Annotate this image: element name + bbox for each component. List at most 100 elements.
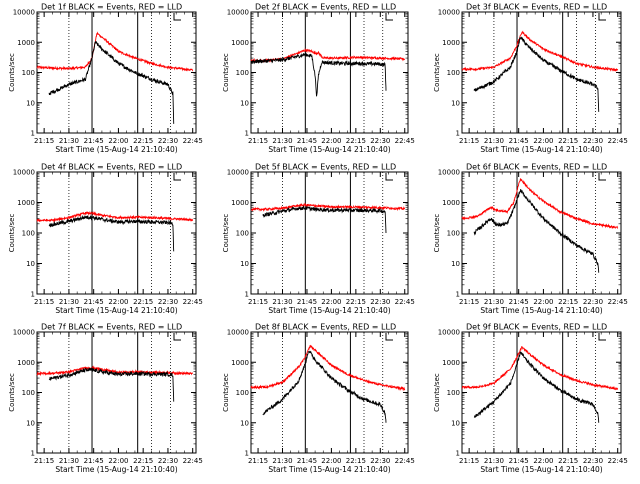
y-tick-label: 1	[31, 130, 35, 138]
x-tick-label: 21:45	[297, 298, 317, 306]
y-axis-label: Counts/sec	[222, 53, 230, 92]
x-axis-label: Start Time (15-Aug-14 21:10:40)	[480, 306, 602, 315]
x-axis-label: Start Time (15-Aug-14 21:10:40)	[480, 145, 602, 154]
x-axis-label: Start Time (15-Aug-14 21:10:40)	[268, 465, 390, 474]
x-tick-label: 22:00	[321, 457, 341, 465]
x-axis-label: Start Time (15-Aug-14 21:10:40)	[55, 145, 177, 154]
panel-1: Det 1f BLACK = Events, RED = LLD 1 10 100 10…	[8, 3, 203, 155]
y-tick-label: 10000	[438, 169, 460, 177]
x-axis-label: Start Time (15-Aug-14 21:10:40)	[55, 465, 177, 474]
series-events-line	[48, 40, 175, 124]
y-tick-label: 1000	[231, 39, 249, 47]
x-tick-label: 22:15	[346, 298, 366, 306]
x-axis-label: Start Time (15-Aug-14 21:10:40)	[480, 465, 602, 474]
corner-marker	[173, 333, 181, 341]
y-tick-label: 10000	[13, 9, 35, 17]
series-lld-line	[36, 365, 194, 377]
x-tick-label: 21:45	[509, 137, 529, 145]
x-tick-label: 22:00	[533, 137, 553, 145]
x-tick-label: 22:45	[395, 457, 415, 465]
series-events-line	[262, 350, 387, 423]
series-events-line	[473, 36, 600, 112]
series-lld-line	[250, 344, 406, 392]
panel-title: Det 6f BLACK = Events, RED = LLD	[466, 163, 607, 172]
x-tick-label: 21:15	[248, 298, 268, 306]
panel-title: Det 2f BLACK = Events, RED = LLD	[255, 3, 396, 12]
y-tick-label: 1000	[442, 359, 460, 367]
y-tick-label: 1	[245, 130, 249, 138]
y-axis-label: Counts/sec	[8, 373, 16, 412]
x-tick-label: 22:00	[321, 298, 341, 306]
series-lld-line	[461, 178, 619, 229]
x-tick-label: 21:45	[509, 457, 529, 465]
panel-title: Det 3f BLACK = Events, RED = LLD	[466, 3, 607, 12]
panel-title: Det 5f BLACK = Events, RED = LLD	[255, 163, 396, 172]
y-tick-label: 1	[456, 450, 460, 458]
y-tick-label: 10	[240, 419, 249, 427]
y-tick-label: 1000	[17, 199, 35, 207]
x-tick-label: 22:45	[395, 137, 415, 145]
x-tick-label: 21:30	[59, 457, 79, 465]
x-tick-label: 22:00	[533, 298, 553, 306]
plot-frame	[36, 331, 197, 454]
series-events-line	[473, 189, 600, 273]
x-tick-label: 22:30	[158, 137, 178, 145]
corner-marker	[385, 333, 393, 341]
corner-marker	[598, 13, 606, 21]
x-tick-label: 21:30	[59, 137, 79, 145]
x-tick-label: 22:45	[183, 137, 203, 145]
y-tick-label: 10000	[227, 169, 249, 177]
x-tick-label: 22:30	[370, 457, 390, 465]
series-lld-line	[461, 345, 619, 391]
y-tick-label: 100	[22, 230, 35, 238]
plot-frame	[36, 171, 197, 295]
y-tick-label: 1	[245, 450, 249, 458]
y-tick-label: 100	[236, 230, 249, 238]
panel-4: Det 4f BLACK = Events, RED = LLD 1 10 100 10…	[8, 163, 203, 316]
panel-7: Det 7f BLACK = Events, RED = LLD 1 10 100 10…	[8, 323, 203, 475]
x-tick-label: 21:15	[459, 298, 479, 306]
y-tick-label: 10000	[227, 9, 249, 17]
x-tick-label: 22:30	[158, 457, 178, 465]
y-tick-label: 10	[240, 260, 249, 268]
panel-9: Det 9f BLACK = Events, RED = LLD 1 10 100 10…	[433, 323, 628, 475]
y-tick-label: 100	[22, 69, 35, 77]
y-tick-label: 10000	[13, 169, 35, 177]
x-tick-label: 21:30	[272, 457, 292, 465]
x-tick-label: 22:15	[133, 298, 153, 306]
x-tick-label: 21:15	[459, 137, 479, 145]
y-tick-label: 1000	[442, 199, 460, 207]
panel-6: Det 6f BLACK = Events, RED = LLD 1 10 100 10…	[433, 163, 628, 316]
plot-frame	[461, 11, 622, 134]
series-events-line	[48, 214, 175, 252]
x-tick-label: 21:30	[484, 457, 504, 465]
panel-3: Det 3f BLACK = Events, RED = LLD 1 10 100 10…	[433, 3, 628, 155]
x-tick-label: 22:15	[133, 137, 153, 145]
x-tick-label: 21:15	[34, 298, 54, 306]
y-axis-label: Counts/sec	[433, 53, 441, 92]
y-tick-label: 100	[22, 389, 35, 397]
x-tick-label: 22:30	[370, 137, 390, 145]
plot-frame	[250, 171, 409, 295]
x-tick-label: 22:30	[583, 298, 603, 306]
panel-title: Det 4f BLACK = Events, RED = LLD	[41, 163, 182, 172]
x-tick-label: 22:30	[370, 298, 390, 306]
y-axis-label: Counts/sec	[8, 214, 16, 253]
x-tick-label: 22:00	[108, 298, 128, 306]
x-tick-label: 21:15	[248, 137, 268, 145]
corner-marker	[173, 13, 181, 21]
plot-frame	[250, 11, 409, 134]
y-tick-label: 1	[456, 291, 460, 299]
x-tick-label: 22:15	[346, 457, 366, 465]
series-events-line	[262, 205, 387, 234]
corner-marker	[598, 173, 606, 181]
x-tick-label: 22:00	[108, 457, 128, 465]
corner-marker	[385, 173, 393, 181]
x-tick-label: 22:15	[558, 137, 578, 145]
x-tick-label: 21:45	[297, 457, 317, 465]
series-events-line	[250, 52, 387, 97]
y-tick-label: 100	[236, 389, 249, 397]
x-tick-label: 22:00	[533, 457, 553, 465]
y-tick-label: 10	[451, 260, 460, 268]
plot-frame	[36, 11, 197, 134]
